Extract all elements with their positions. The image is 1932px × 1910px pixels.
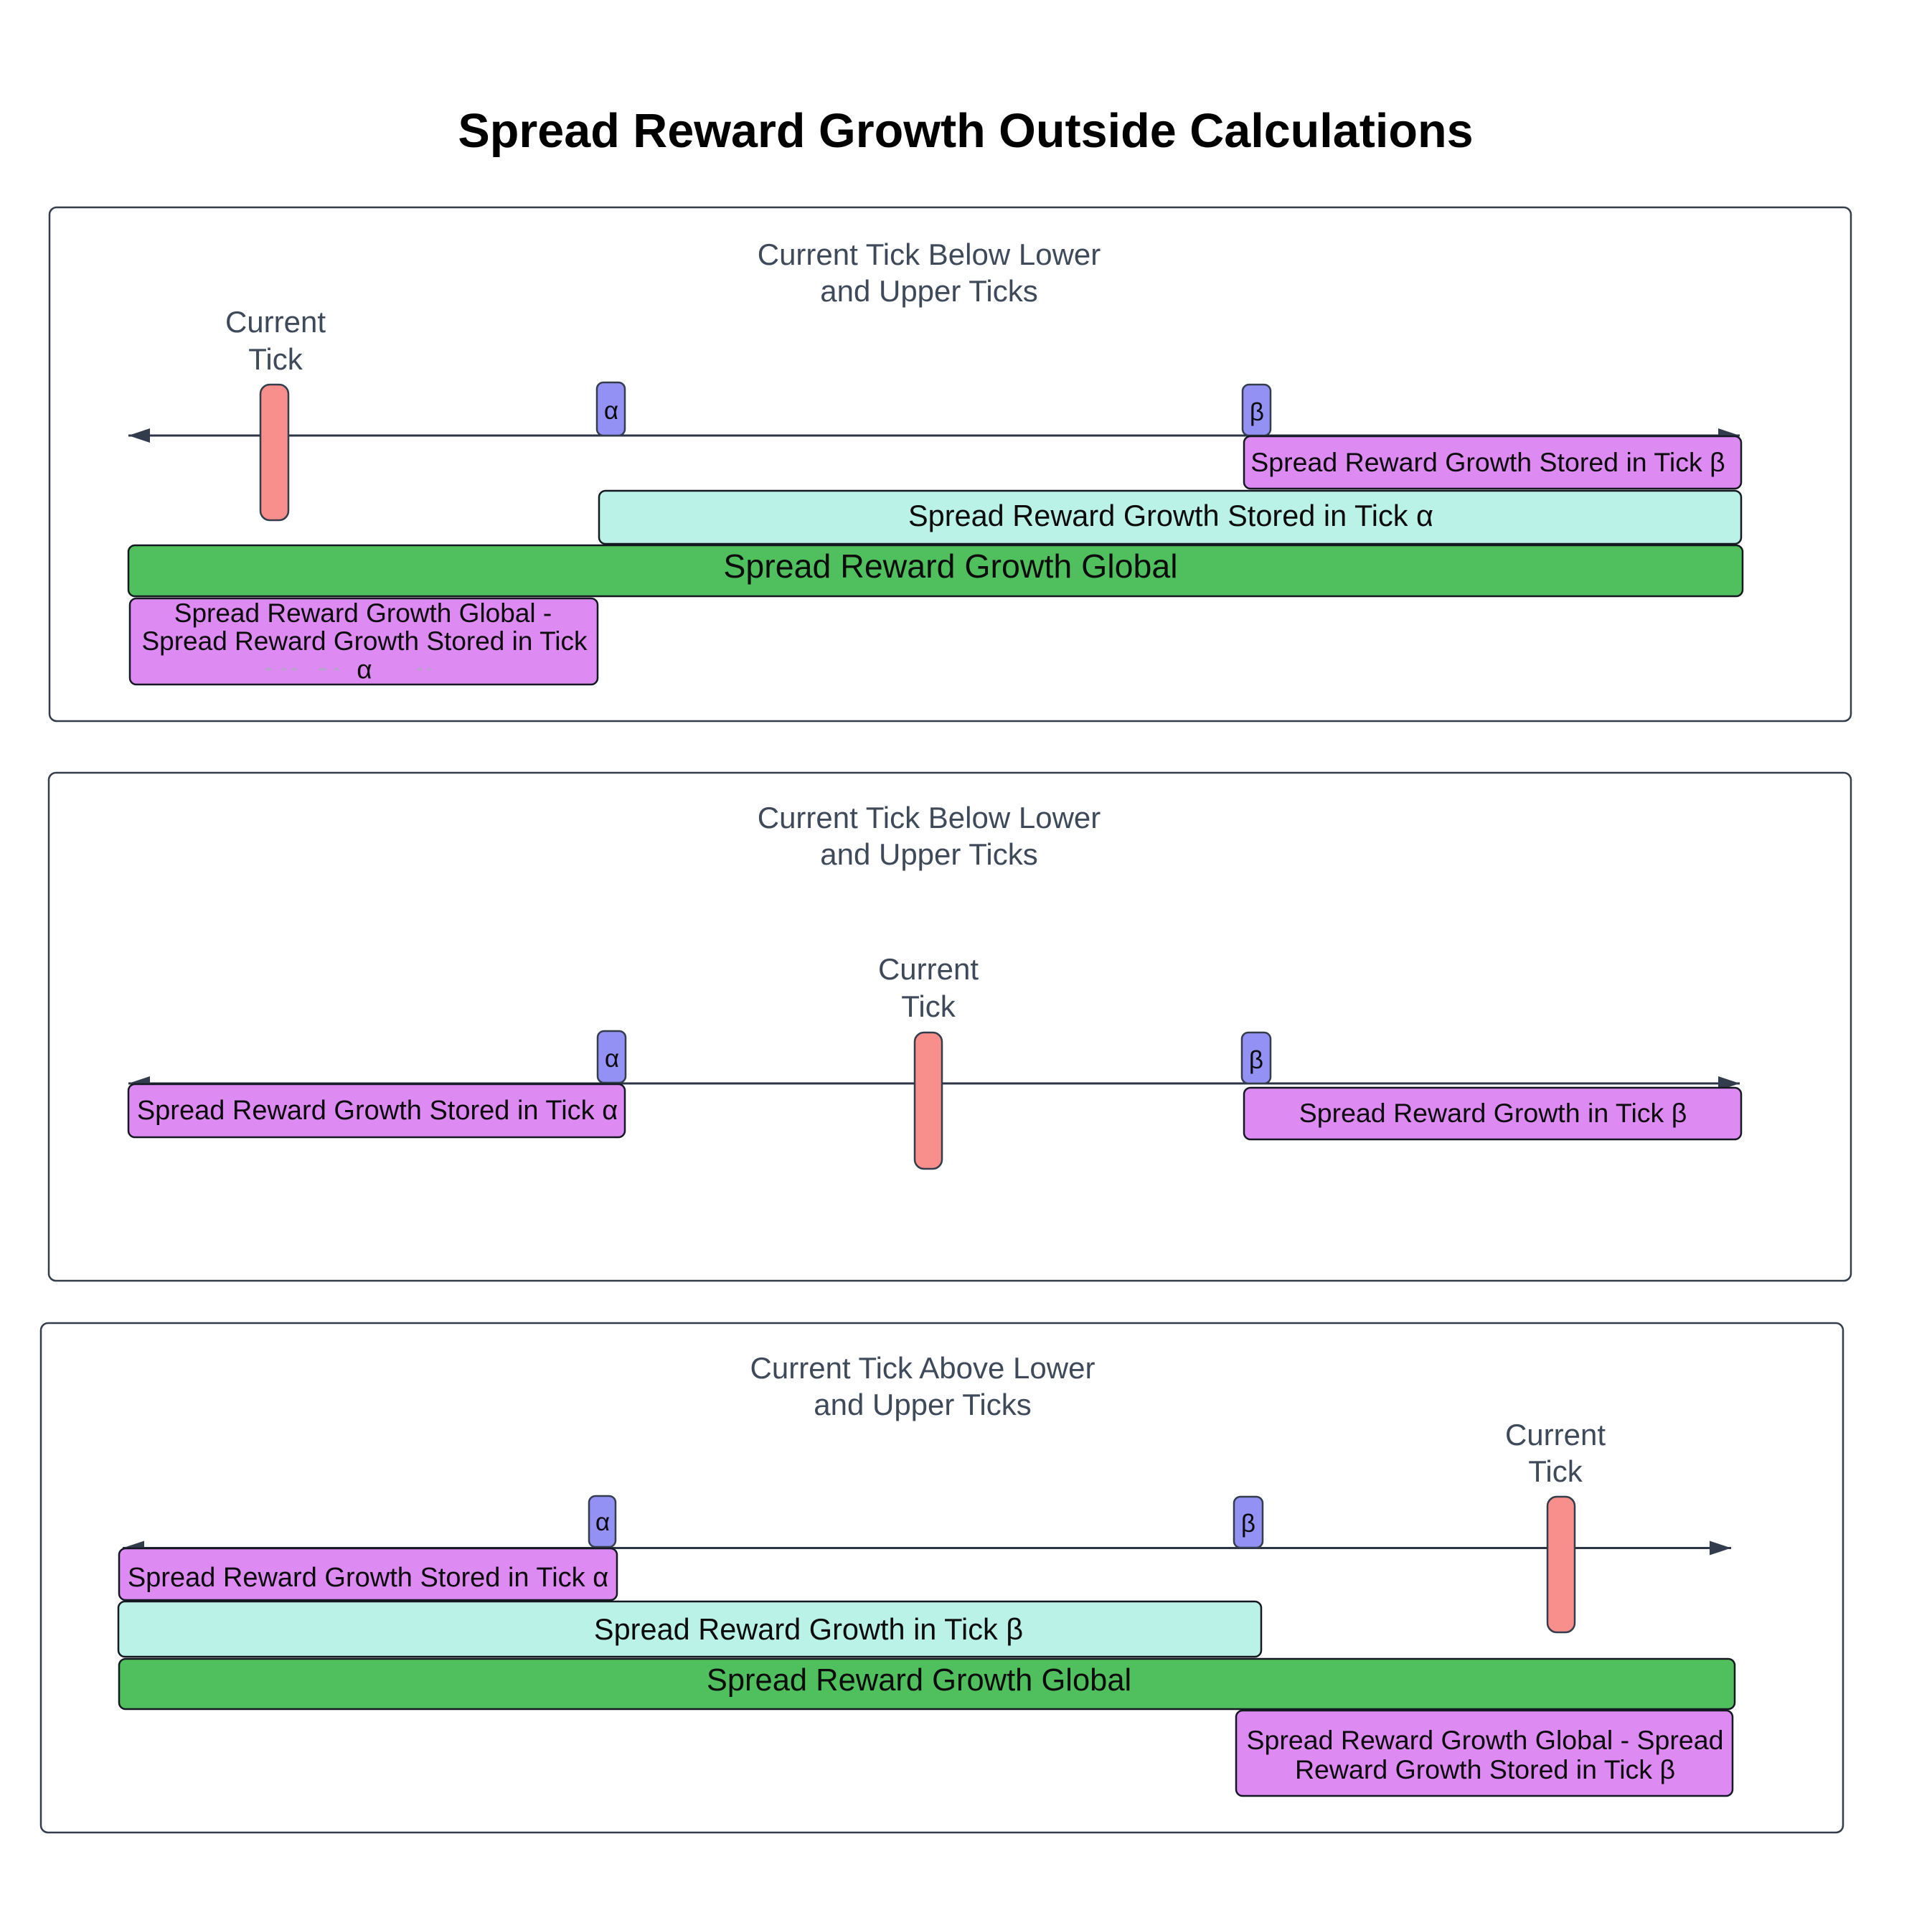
svg-text:β: β bbox=[1241, 1510, 1255, 1538]
svg-text:and Upper Ticks: and Upper Ticks bbox=[814, 1388, 1031, 1421]
svg-text:Spread Reward Growth Stored in: Spread Reward Growth Stored in Tick bbox=[141, 626, 588, 656]
svg-text:α: α bbox=[605, 1045, 619, 1073]
svg-text:Spread Reward Growth Stored in: Spread Reward Growth Stored in Tick α bbox=[137, 1096, 618, 1126]
svg-text:Spread Reward Growth in Tick β: Spread Reward Growth in Tick β bbox=[594, 1612, 1023, 1646]
svg-text:α: α bbox=[604, 397, 618, 425]
svg-text:Spread Reward Growth Stored in: Spread Reward Growth Stored in Tick α bbox=[128, 1563, 608, 1593]
svg-text:Tick: Tick bbox=[248, 342, 303, 376]
svg-text:β: β bbox=[1250, 398, 1264, 426]
svg-text:Spread Reward Growth Outside C: Spread Reward Growth Outside Calculation… bbox=[458, 105, 1473, 158]
svg-text:Spread Reward Growth Global -: Spread Reward Growth Global - bbox=[174, 598, 552, 628]
svg-text:Current Tick Above Lower: Current Tick Above Lower bbox=[750, 1351, 1095, 1385]
svg-text:Spread Reward Growth Global -: Spread Reward Growth Global - Spread bbox=[1247, 1725, 1724, 1755]
svg-text:Spread Reward Growth in Tick β: Spread Reward Growth in Tick β bbox=[1299, 1098, 1687, 1128]
svg-text:Spread Reward Growth Stored in: Spread Reward Growth Stored in Tick β bbox=[1250, 447, 1725, 477]
svg-text:Spread Reward Growth Global: Spread Reward Growth Global bbox=[707, 1663, 1131, 1698]
svg-text:α: α bbox=[357, 655, 372, 685]
svg-text:Current: Current bbox=[878, 952, 979, 986]
svg-text:and Upper Ticks: and Upper Ticks bbox=[820, 837, 1037, 871]
svg-text:Spread Reward Growth Global: Spread Reward Growth Global bbox=[723, 547, 1177, 585]
svg-text:Reward Growth Stored in Tick β: Reward Growth Stored in Tick β bbox=[1295, 1754, 1675, 1784]
svg-text:α: α bbox=[595, 1508, 610, 1536]
svg-text:Tick: Tick bbox=[901, 989, 956, 1023]
svg-text:Current Tick Below Lower: Current Tick Below Lower bbox=[758, 237, 1101, 271]
svg-text:Spread Reward Growth Stored in: Spread Reward Growth Stored in Tick α bbox=[908, 499, 1433, 532]
svg-text:β: β bbox=[1249, 1046, 1263, 1074]
svg-text:Current: Current bbox=[1505, 1418, 1606, 1452]
svg-text:Current: Current bbox=[225, 305, 326, 339]
svg-text:Current Tick Below Lower: Current Tick Below Lower bbox=[758, 801, 1101, 834]
svg-text:and Upper Ticks: and Upper Ticks bbox=[820, 274, 1037, 308]
svg-text:Tick: Tick bbox=[1528, 1454, 1583, 1488]
